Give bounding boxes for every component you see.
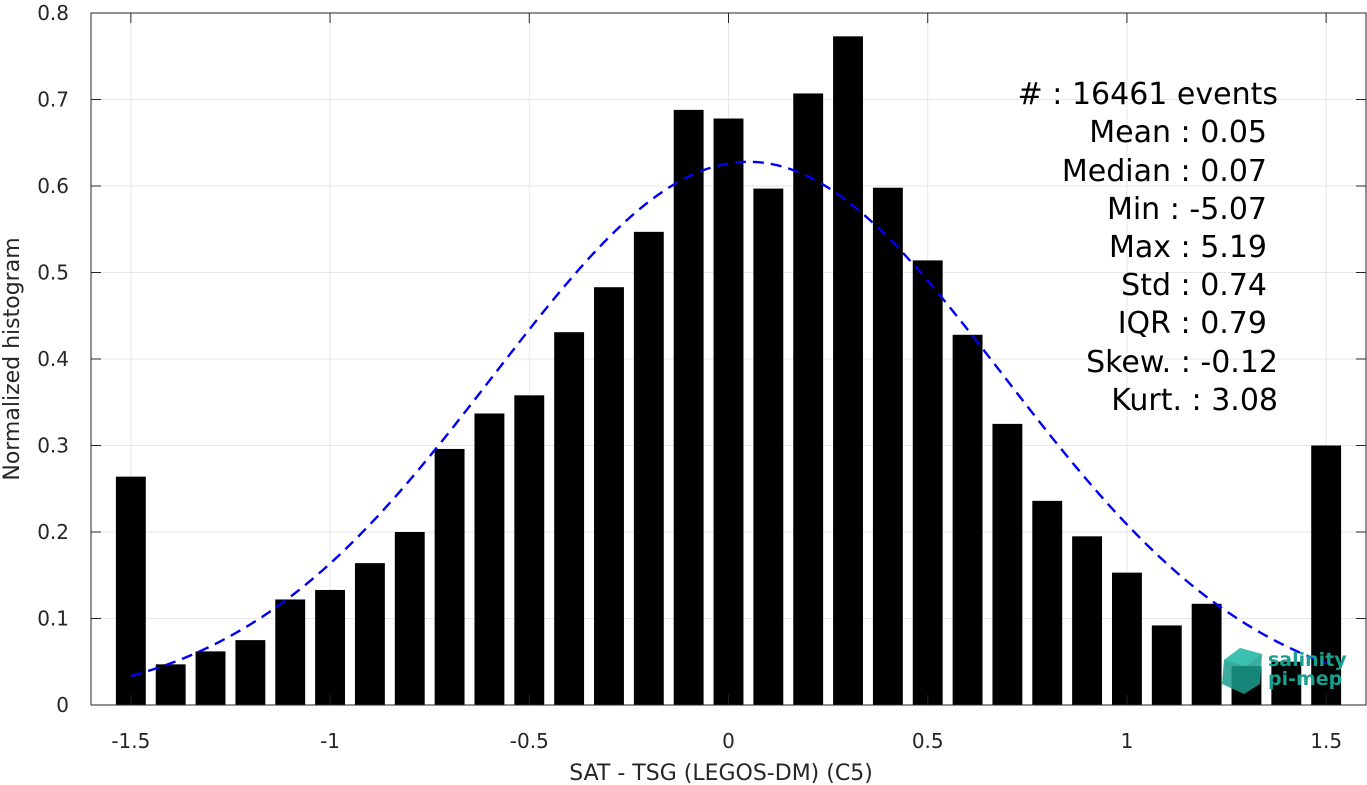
- y-tick-label: 0.2: [37, 520, 69, 544]
- histogram-bar: [354, 563, 385, 705]
- x-axis-label: SAT - TSG (LEGOS-DM) (C5): [569, 761, 873, 785]
- y-tick-label: 0.7: [37, 88, 69, 112]
- y-tick-labels: 0 0.1 0.2 0.3 0.4 0.5 0.6 0.7 0.8: [37, 1, 69, 717]
- x-tick-labels: -1.5 -1 -0.5 0 0.5 1 1.5: [111, 729, 1342, 753]
- histogram-bar: [912, 260, 943, 705]
- y-tick-label: 0: [56, 693, 69, 717]
- histogram-bar: [753, 188, 784, 706]
- stat-max: Max : 5.19: [1109, 230, 1267, 265]
- stat-iqr: IQR : 0.79: [1118, 306, 1267, 341]
- histogram-bar: [235, 640, 266, 705]
- histogram-bar: [155, 664, 186, 705]
- y-axis-label: Normalized histogram: [0, 237, 25, 480]
- histogram-bars: [115, 36, 1342, 706]
- x-tick-label: 0.5: [912, 729, 944, 753]
- x-tick-label: 1: [1121, 729, 1134, 753]
- y-tick-label: 0.3: [37, 434, 69, 458]
- stat-skew: Skew. : -0.12: [1086, 345, 1278, 380]
- stat-kurt: Kurt. : 3.08: [1111, 383, 1278, 418]
- histogram-bar: [275, 599, 306, 705]
- histogram-bar: [992, 423, 1023, 705]
- stat-min: Min : -5.07: [1107, 192, 1267, 227]
- stat-std: Std : 0.74: [1121, 268, 1267, 303]
- y-tick-label: 0.1: [37, 607, 69, 631]
- histogram-bar: [633, 231, 664, 705]
- y-tick-label: 0.6: [37, 174, 69, 198]
- y-tick-label: 0.5: [37, 261, 69, 285]
- histogram-bar: [1032, 500, 1063, 705]
- histogram-bar: [474, 413, 505, 705]
- histogram-bar: [713, 118, 744, 705]
- logo-text-line2: pi-mep: [1268, 668, 1342, 690]
- x-tick-label: -1.5: [111, 729, 150, 753]
- histogram-bar: [115, 476, 146, 705]
- histogram-bar: [1191, 603, 1222, 705]
- x-tick-label: -0.5: [510, 729, 549, 753]
- histogram-bar: [554, 332, 585, 705]
- histogram-bar: [394, 532, 425, 705]
- histogram-bar: [952, 334, 983, 705]
- histogram-bar: [1311, 445, 1342, 705]
- stat-median: Median : 0.07: [1062, 154, 1267, 189]
- histogram-bar: [872, 187, 903, 706]
- histogram-bar: [514, 395, 545, 705]
- histogram-bar: [594, 287, 624, 705]
- histogram-bar: [793, 93, 824, 705]
- salinity-pimep-logo: salinity pi-mep: [1222, 648, 1347, 694]
- stat-mean: Mean : 0.05: [1089, 115, 1267, 150]
- statistics-annotation: # : 16461 events Mean : 0.05 Median : 0.…: [1018, 77, 1278, 418]
- histogram-bar: [1151, 625, 1182, 705]
- logo-cube-facet: [1224, 648, 1262, 666]
- histogram-bar: [1111, 572, 1142, 705]
- normal-fit-curve: [130, 160, 1327, 678]
- histogram-bar: [195, 651, 226, 705]
- y-tick-label: 0.4: [37, 347, 69, 371]
- histogram-bar: [1072, 536, 1103, 705]
- logo-text-line1: salinity: [1268, 649, 1347, 671]
- x-tick-label: 1.5: [1310, 729, 1342, 753]
- histogram-bar: [833, 36, 863, 706]
- histogram-bar: [673, 109, 704, 705]
- x-tick-label: -1: [320, 729, 340, 753]
- histogram-bar: [315, 589, 346, 705]
- y-tick-label: 0.8: [37, 1, 69, 25]
- x-tick-label: 0: [722, 729, 735, 753]
- stat-events: # : 16461 events: [1018, 77, 1278, 112]
- axis-ticks: [91, 12, 1366, 706]
- histogram-bar: [1271, 661, 1302, 705]
- histogram-bar: [434, 448, 465, 705]
